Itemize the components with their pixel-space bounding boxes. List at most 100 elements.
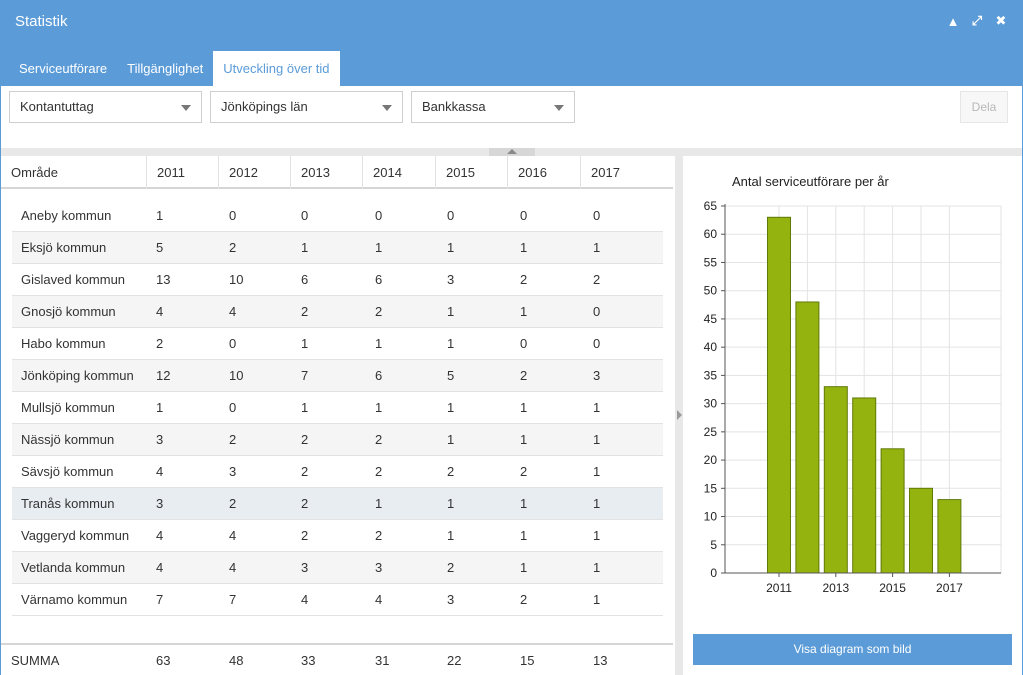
y-tick-label: 35 [704, 368, 718, 382]
collapse-icon[interactable]: ▲ [946, 13, 960, 29]
type-select[interactable]: Bankkassa [411, 91, 575, 123]
close-icon[interactable]: ✖ [995, 13, 1007, 28]
share-button[interactable]: Dela [960, 91, 1008, 123]
bar-2014 [852, 397, 877, 574]
row-value-2013: 2 [301, 464, 309, 479]
row-value-2016: 1 [520, 304, 528, 319]
sum-value-2011: 63 [156, 653, 171, 668]
row-value-2015: 2 [447, 464, 455, 479]
row-value-2017: 0 [593, 336, 601, 351]
row-value-2017: 1 [593, 400, 601, 415]
table-row[interactable]: Gnosjö kommun 4 4 2 2 1 1 0 [12, 296, 663, 328]
column-header-2017[interactable]: 2017 [591, 165, 620, 180]
row-value-2011: 3 [156, 432, 164, 447]
horizontal-splitter[interactable] [1, 148, 1022, 156]
y-tick-label: 5 [710, 538, 717, 552]
row-value-2014: 1 [375, 336, 383, 351]
table-row[interactable]: Habo kommun 2 0 1 1 1 0 0 [12, 328, 663, 360]
row-value-2017: 0 [593, 304, 601, 319]
row-value-2017: 1 [593, 592, 601, 607]
chevron-down-icon [554, 105, 564, 111]
row-value-2017: 1 [593, 464, 601, 479]
row-value-2012: 10 [229, 272, 244, 287]
row-value-2015: 3 [447, 272, 455, 287]
show-diagram-as-image-button[interactable]: Visa diagram som bild [693, 634, 1012, 665]
row-value-2013: 2 [301, 496, 309, 511]
x-tick-label: 2011 [766, 581, 792, 595]
y-tick-label: 25 [704, 425, 718, 439]
row-value-2014: 2 [375, 432, 383, 447]
row-value-2012: 2 [229, 240, 237, 255]
table-row[interactable]: Tranås kommun 3 2 2 1 1 1 1 [12, 488, 663, 520]
row-area-name: Tranås kommun [21, 496, 115, 511]
y-tick-label: 65 [704, 199, 718, 213]
row-value-2016: 1 [520, 240, 528, 255]
column-header-2011[interactable]: 2011 [147, 156, 219, 189]
row-value-2014: 2 [375, 304, 383, 319]
tab-serviceutforare[interactable]: Serviceutförare [19, 61, 108, 76]
row-value-2012: 0 [229, 336, 237, 351]
column-header-2015[interactable]: 2015 [436, 156, 508, 189]
row-value-2017: 1 [593, 432, 601, 447]
table-row[interactable]: Vaggeryd kommun 4 4 2 2 1 1 1 [12, 520, 663, 552]
row-value-2013: 3 [301, 560, 309, 575]
row-value-2013: 2 [301, 528, 309, 543]
row-value-2013: 6 [301, 272, 309, 287]
table-row[interactable]: Mullsjö kommun 1 0 1 1 1 1 1 [12, 392, 663, 424]
row-value-2017: 3 [593, 368, 601, 383]
region-select[interactable]: Jönköpings län [210, 91, 403, 123]
column-header-2016[interactable]: 2016 [508, 156, 581, 189]
row-value-2013: 1 [301, 400, 309, 415]
table-row[interactable]: Gislaved kommun 13 10 6 6 3 2 2 [12, 264, 663, 296]
bar-2011 [767, 216, 791, 574]
row-area-name: Värnamo kommun [21, 592, 128, 607]
filter-bar: Kontantuttag Jönköpings län Bankkassa De… [1, 86, 1022, 148]
column-header-2013[interactable]: 2013 [291, 156, 363, 189]
row-value-2017: 2 [593, 272, 601, 287]
row-value-2012: 10 [229, 368, 244, 383]
row-value-2016: 1 [520, 400, 528, 415]
row-value-2014: 2 [375, 528, 383, 543]
row-value-2014: 6 [375, 368, 383, 383]
row-value-2011: 4 [156, 304, 164, 319]
row-value-2013: 1 [301, 336, 309, 351]
row-value-2015: 0 [447, 208, 455, 223]
bar-2013 [823, 386, 848, 574]
vertical-splitter[interactable] [675, 156, 683, 675]
sum-value-2014: 31 [375, 653, 390, 668]
x-tick-label: 2017 [936, 581, 963, 595]
row-value-2011: 4 [156, 560, 164, 575]
service-select[interactable]: Kontantuttag [9, 91, 202, 123]
column-header-2014[interactable]: 2014 [363, 156, 436, 189]
chart-title: Antal serviceutförare per år [732, 174, 889, 189]
row-value-2011: 4 [156, 528, 164, 543]
column-header-omrade[interactable]: Område [1, 156, 147, 189]
row-value-2013: 0 [301, 208, 309, 223]
tab-tillganglighet[interactable]: Tillgänglighet [127, 61, 204, 76]
window-controls: ▲ ⤢ ✖ [946, 13, 1008, 29]
row-value-2016: 2 [520, 272, 528, 287]
tab-utveckling-over-tid[interactable]: Utveckling över tid [213, 51, 340, 86]
y-tick-label: 30 [704, 397, 718, 411]
row-value-2011: 7 [156, 592, 164, 607]
row-value-2011: 1 [156, 400, 164, 415]
column-header-2012[interactable]: 2012 [219, 156, 291, 189]
row-value-2013: 2 [301, 304, 309, 319]
table-row[interactable]: Sävsjö kommun 4 3 2 2 2 2 1 [12, 456, 663, 488]
table-row[interactable]: Värnamo kommun 7 7 4 4 3 2 1 [12, 584, 663, 616]
expand-icon[interactable]: ⤢ [971, 13, 983, 28]
row-value-2016: 1 [520, 560, 528, 575]
bar-2016 [909, 487, 933, 574]
y-tick-label: 60 [704, 227, 718, 241]
table-row[interactable]: Aneby kommun 1 0 0 0 0 0 0 [12, 200, 663, 232]
row-value-2011: 4 [156, 464, 164, 479]
table-row[interactable]: Jönköping kommun 12 10 7 6 5 2 3 [12, 360, 663, 392]
row-area-name: Jönköping kommun [21, 368, 134, 383]
table-row[interactable]: Vetlanda kommun 4 4 3 3 2 1 1 [12, 552, 663, 584]
y-tick-label: 20 [704, 453, 718, 467]
row-value-2016: 2 [520, 592, 528, 607]
table-row[interactable]: Eksjö kommun 5 2 1 1 1 1 1 [12, 232, 663, 264]
table-row[interactable]: Nässjö kommun 3 2 2 2 1 1 1 [12, 424, 663, 456]
row-value-2017: 1 [593, 496, 601, 511]
collapse-up-icon[interactable] [489, 148, 535, 156]
